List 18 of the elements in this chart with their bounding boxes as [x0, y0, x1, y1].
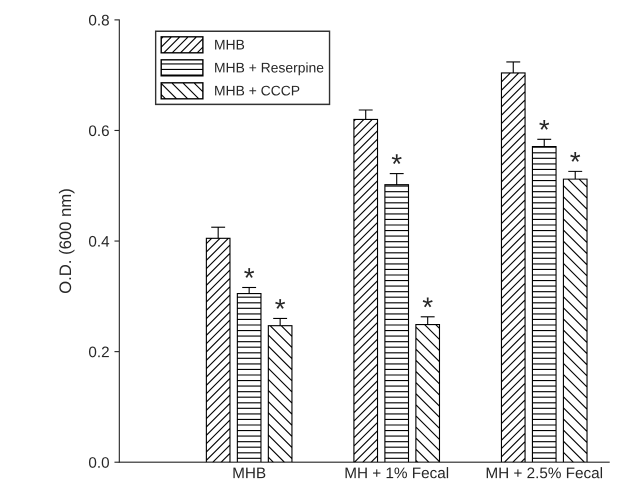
legend-label: MHB [215, 40, 244, 50]
legend-label: MHB + Reserpine [215, 62, 324, 76]
x-tick-label: MH + 1% Fecal [346, 467, 448, 478]
y-axis-title: O.D. (600 nm) [58, 189, 74, 294]
y-tick-label: 0.4 [88, 236, 110, 247]
annotation: * [539, 120, 550, 130]
annotation: * [422, 297, 433, 308]
x-tick-label: MH + 2.5% Fecal [486, 467, 602, 478]
annotation: * [570, 152, 580, 162]
y-tick-label: 0.2 [88, 346, 109, 358]
annotation: * [244, 268, 254, 278]
y-tick-label: 0.6 [88, 125, 109, 136]
y-tick-label: 0.0 [88, 457, 109, 468]
annotation: * [392, 154, 402, 164]
x-tick-label: MHB [233, 468, 266, 478]
y-tick-label: 0.8 [88, 14, 109, 26]
legend-label: MHB + CCCP [215, 86, 300, 96]
annotation: * [275, 299, 286, 309]
